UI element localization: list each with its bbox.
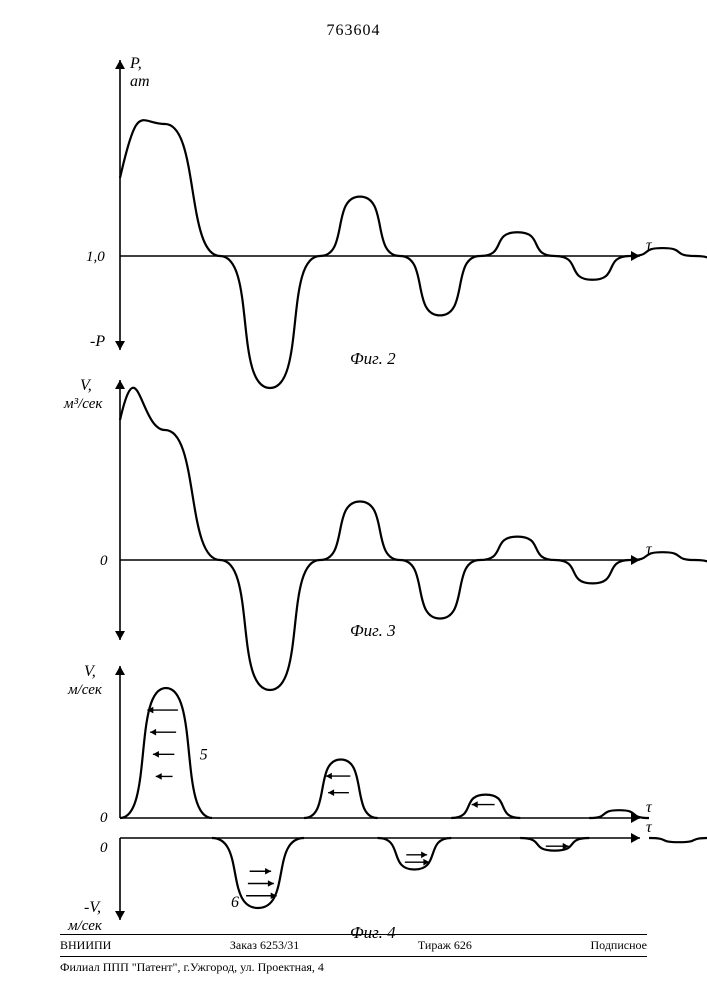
footer-org: ВНИИПИ (60, 937, 111, 954)
svg-text:1,0: 1,0 (86, 249, 105, 265)
charts-svg: P,ат 1,0 -P τ Фиг. 2 V, м³/сек 0 τ Фиг. 3 V, м/сек 0… (0, 0, 707, 1000)
svg-text:м/сек: м/сек (67, 682, 103, 698)
svg-text:-P: -P (90, 333, 105, 350)
svg-text:τ: τ (646, 541, 653, 558)
svg-text:V,: V, (80, 377, 92, 394)
svg-text:τ: τ (646, 819, 653, 836)
svg-text:τ: τ (646, 237, 653, 254)
svg-text:-V,: -V, (84, 899, 101, 916)
svg-text:0: 0 (100, 810, 108, 826)
svg-text:6: 6 (231, 894, 239, 911)
svg-text:V,: V, (84, 663, 96, 680)
svg-text:τ: τ (646, 799, 653, 816)
footer-address: Филиал ППП "Патент", г.Ужгород, ул. Прое… (60, 959, 647, 976)
footer: ВНИИПИ Заказ 6253/31 Тираж 626 Подписное… (60, 932, 647, 976)
svg-text:м³/сек: м³/сек (63, 396, 103, 412)
svg-text:5: 5 (200, 747, 208, 764)
footer-order: Заказ 6253/31 (230, 937, 299, 954)
svg-text:Фиг. 2: Фиг. 2 (350, 349, 396, 368)
svg-text:P,: P, (129, 55, 142, 72)
footer-subscript: Подписное (591, 937, 648, 954)
svg-text:Фиг. 3: Фиг. 3 (350, 621, 396, 640)
svg-text:0: 0 (100, 840, 108, 856)
svg-text:ат: ат (130, 73, 150, 90)
doc-number: 763604 (0, 22, 707, 40)
footer-circulation: Тираж 626 (418, 937, 472, 954)
svg-text:0: 0 (100, 553, 108, 569)
